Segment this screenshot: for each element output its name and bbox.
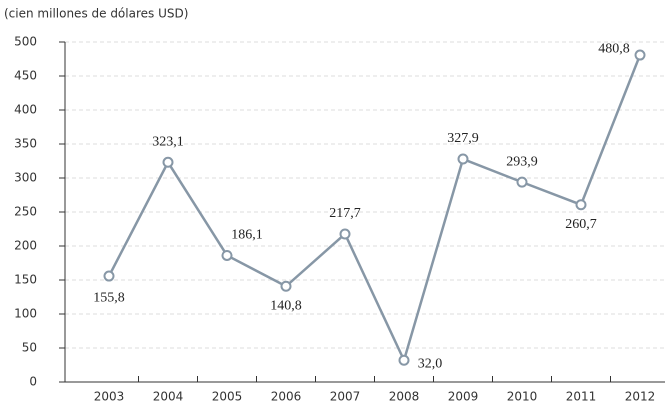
- y-tick-label: 300: [14, 171, 37, 185]
- y-tick-label: 200: [14, 239, 37, 253]
- x-tick-label: 2012: [625, 390, 656, 404]
- data-label: 260,7: [565, 217, 597, 232]
- data-label: 217,7: [329, 206, 361, 221]
- y-tick-label: 100: [14, 307, 37, 321]
- point: [516, 176, 528, 188]
- point: [457, 153, 469, 165]
- y-tick-label: 400: [14, 103, 37, 117]
- x-tick-label: 2003: [94, 390, 125, 404]
- point: [339, 228, 351, 240]
- x-tick-label: 2004: [153, 390, 184, 404]
- point: [221, 249, 233, 261]
- data-label: 186,1: [231, 228, 263, 243]
- point: [575, 199, 587, 211]
- line: [107, 54, 642, 364]
- x-tick-label: 2006: [271, 390, 302, 404]
- y-tick-label: 50: [22, 341, 37, 355]
- x-tick-label: 2005: [212, 390, 243, 404]
- point: [634, 49, 646, 61]
- x-tick-label: 2011: [566, 390, 597, 404]
- x-tick-label: 2009: [448, 390, 479, 404]
- data-label: 293,9: [506, 154, 538, 169]
- y-tick-label: 350: [14, 137, 37, 151]
- data-label: 32,0: [418, 356, 443, 371]
- y-tick-label: 150: [14, 273, 37, 287]
- y-tick-label: 0: [29, 375, 37, 389]
- y-tick-label: 250: [14, 205, 37, 219]
- y-tick-label: 450: [14, 69, 37, 83]
- y-tick-label: 500: [14, 35, 37, 49]
- point: [162, 156, 174, 168]
- data-label: 140,8: [270, 298, 302, 313]
- data-label: 327,9: [447, 131, 479, 146]
- data-label: 480,8: [598, 41, 630, 56]
- data-label: 323,1: [152, 135, 184, 150]
- point: [103, 270, 115, 282]
- data-label: 155,8: [93, 290, 125, 305]
- y-axis-label: (cien millones de dólares USD): [4, 7, 188, 21]
- x-tick-label: 2010: [507, 390, 538, 404]
- point: [398, 354, 410, 366]
- x-tick-label: 2007: [330, 390, 361, 404]
- point: [280, 280, 292, 292]
- x-tick-label: 2008: [389, 390, 420, 404]
